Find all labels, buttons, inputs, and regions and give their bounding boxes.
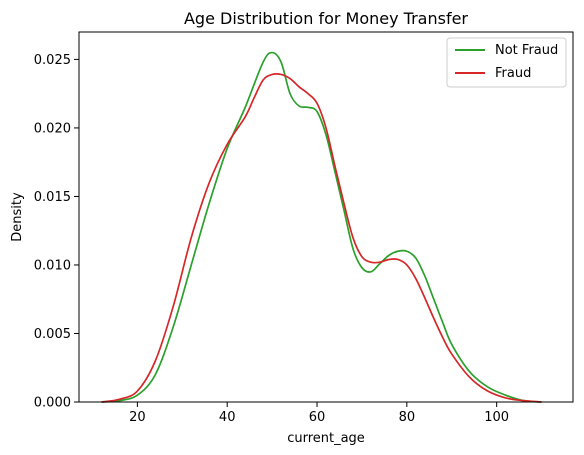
plot-area bbox=[78, 31, 574, 403]
series-line-fraud bbox=[101, 73, 542, 403]
x-tick-label: 100 bbox=[484, 410, 509, 425]
y-tick-label: 0.005 bbox=[34, 327, 71, 342]
legend-label-fraud: Fraud bbox=[495, 66, 531, 81]
y-tick-label: 0.020 bbox=[34, 121, 71, 136]
y-tick-label: 0.015 bbox=[34, 190, 71, 205]
legend: Not Fraud Fraud bbox=[446, 37, 567, 88]
y-axis: 0.000 0.005 0.010 0.015 0.020 0.025 bbox=[34, 53, 79, 411]
y-tick-label: 0.000 bbox=[34, 396, 71, 411]
x-tick-label: 40 bbox=[219, 410, 236, 425]
x-tick-label: 20 bbox=[129, 410, 146, 425]
x-tick-label: 60 bbox=[309, 410, 326, 425]
legend-label-not-fraud: Not Fraud bbox=[495, 43, 558, 58]
x-axis: 20 40 60 80 100 bbox=[129, 402, 509, 425]
x-axis-label: current_age bbox=[287, 431, 365, 446]
y-tick-label: 0.010 bbox=[34, 258, 71, 273]
series-line-not-fraud bbox=[101, 51, 542, 403]
plot-frame bbox=[78, 31, 574, 403]
y-axis-label: Density bbox=[10, 192, 25, 242]
x-tick-label: 80 bbox=[399, 410, 416, 425]
chart-title: Age Distribution for Money Transfer bbox=[184, 9, 468, 28]
y-tick-label: 0.025 bbox=[34, 53, 71, 68]
